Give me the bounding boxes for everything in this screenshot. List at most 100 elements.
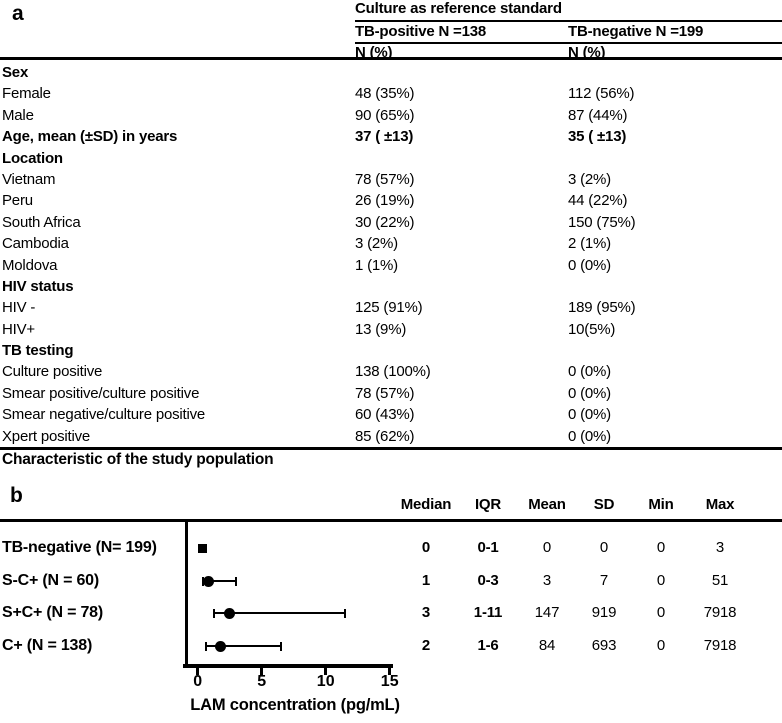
cell-tb-positive: 3 (2%) xyxy=(355,235,398,253)
cell-tb-negative: 189 (95%) xyxy=(568,299,636,317)
row-label: Female xyxy=(2,85,51,103)
stat-median: 3 xyxy=(421,604,431,621)
table-row: HIV+ 13 (9%) 10(5%) xyxy=(0,319,782,340)
column-header-tb-positive: TB-positive N =138 xyxy=(355,23,487,40)
stat-mean: 3 xyxy=(542,572,552,589)
header-rule-3 xyxy=(0,57,782,60)
median-marker-circle xyxy=(224,607,236,619)
row-label: HIV - xyxy=(2,299,36,317)
stats-header-sd: SD xyxy=(593,496,615,513)
stat-sd: 7 xyxy=(599,572,609,589)
stat-iqr: 1-6 xyxy=(477,637,499,654)
stat-max: 3 xyxy=(715,539,725,556)
whisker-line xyxy=(206,645,281,647)
y-axis-line xyxy=(185,521,188,667)
cell-tb-positive: 78 (57%) xyxy=(355,170,415,188)
x-axis-tick xyxy=(324,668,327,675)
panel-b-letter: b xyxy=(10,484,23,507)
row-label: Moldova xyxy=(2,256,58,274)
stats-header-min: Min xyxy=(648,496,674,513)
stats-header-mean: Mean xyxy=(528,496,566,513)
cell-tb-positive: 26 (19%) xyxy=(355,192,415,210)
stats-header-max: Max xyxy=(705,496,735,513)
stat-iqr: 0-3 xyxy=(477,572,499,589)
header-rule-1 xyxy=(355,20,782,22)
stat-min: 0 xyxy=(656,604,666,621)
x-tick-label: 15 xyxy=(380,673,399,690)
whisker-cap-right xyxy=(235,576,238,586)
stat-max: 7918 xyxy=(703,637,737,654)
cell-tb-positive: 85 (62%) xyxy=(355,427,415,445)
stat-sd: 0 xyxy=(599,539,609,556)
cell-tb-negative: 0 (0%) xyxy=(568,384,611,402)
cell-tb-negative: 112 (56%) xyxy=(568,85,635,103)
cell-tb-positive: 1 (1%) xyxy=(355,256,398,274)
median-marker-circle xyxy=(203,575,215,587)
table-row: Moldova 1 (1%) 0 (0%) xyxy=(0,255,782,276)
table-row: HIV - 125 (91%) 189 (95%) xyxy=(0,297,782,318)
group-label-s-plus-c-plus: S+C+ (N = 78) xyxy=(2,604,104,621)
cell-tb-negative: 2 (1%) xyxy=(568,235,611,253)
x-axis-line xyxy=(183,664,393,668)
row-label: Xpert positive xyxy=(2,427,91,445)
median-marker-square xyxy=(197,543,207,553)
x-axis-title: LAM concentration (pg/mL) xyxy=(190,696,400,714)
table-row: Location xyxy=(0,148,782,169)
whisker-line xyxy=(203,580,237,582)
row-label: Age, mean (±SD) in years xyxy=(2,128,178,146)
table-row: HIV status xyxy=(0,276,782,297)
stats-header-row: Median IQR Mean SD Min Max xyxy=(390,495,782,515)
table-row: Culture positive 138 (100%) 0 (0%) xyxy=(0,361,782,382)
table-row: Sex xyxy=(0,62,782,83)
cell-tb-positive: 37 ( ±13) xyxy=(355,128,414,146)
row-label: HIV+ xyxy=(2,320,35,338)
subheader-n-pct-1: N (%) xyxy=(355,44,393,61)
whisker-cap-left xyxy=(213,608,216,618)
row-label: Cambodia xyxy=(2,235,69,253)
cell-tb-negative: 0 (0%) xyxy=(568,256,611,274)
x-tick-label: 10 xyxy=(316,673,335,690)
stat-iqr: 1-11 xyxy=(473,604,503,621)
panel-a-letter: a xyxy=(12,2,24,25)
table-row: TB testing xyxy=(0,340,782,361)
stat-median: 2 xyxy=(421,637,431,654)
stats-row: 2 1-6 84 693 0 7918 xyxy=(390,636,782,656)
stat-max: 51 xyxy=(711,572,729,589)
stats-header-iqr: IQR xyxy=(474,496,502,513)
table-row: Female 48 (35%) 112 (56%) xyxy=(0,83,782,104)
cell-tb-negative: 150 (75%) xyxy=(568,213,636,231)
header-rule-2 xyxy=(355,42,782,44)
row-label: Peru xyxy=(2,192,33,210)
table-row: Xpert positive 85 (62%) 0 (0%) xyxy=(0,426,782,447)
table-row: Smear positive/culture positive 78 (57%) 0… xyxy=(0,383,782,404)
stats-header-median: Median xyxy=(400,496,452,513)
table-row: Vietnam 78 (57%) 3 (2%) xyxy=(0,169,782,190)
stat-mean: 84 xyxy=(538,637,556,654)
group-label-s-minus-c-plus: S-C+ (N = 60) xyxy=(2,572,99,589)
stat-mean: 0 xyxy=(542,539,552,556)
table-row: Age, mean (±SD) in years 37 ( ±13) 35 ( ±1… xyxy=(0,126,782,147)
row-label: Smear positive/culture positive xyxy=(2,384,200,402)
cell-tb-negative: 0 (0%) xyxy=(568,427,611,445)
row-label: Sex xyxy=(2,64,29,81)
stat-mean: 147 xyxy=(534,604,560,621)
cell-tb-positive: 90 (65%) xyxy=(355,106,415,124)
whisker-line xyxy=(214,612,345,614)
table-row: South Africa 30 (22%) 150 (75%) xyxy=(0,212,782,233)
cell-tb-positive: 138 (100%) xyxy=(355,363,431,381)
table-row: Smear negative/culture positive 60 (43%) 0… xyxy=(0,404,782,425)
cell-tb-positive: 48 (35%) xyxy=(355,85,415,103)
group-label-tb-negative: TB-negative (N= 199) xyxy=(2,539,157,556)
row-label: Location xyxy=(2,149,63,167)
median-marker-circle xyxy=(214,640,226,652)
x-tick-label: 0 xyxy=(193,673,203,690)
column-header-tb-negative: TB-negative N =199 xyxy=(568,23,704,40)
stats-row: 1 0-3 3 7 0 51 xyxy=(390,571,782,591)
row-label: TB testing xyxy=(2,342,74,360)
whisker-cap-left xyxy=(205,641,208,651)
cell-tb-negative: 35 ( ±13) xyxy=(568,128,627,146)
stat-sd: 693 xyxy=(591,637,617,654)
stat-median: 1 xyxy=(421,572,431,589)
group-label-c-plus: C+ (N = 138) xyxy=(2,637,93,654)
row-label: Smear negative/culture positive xyxy=(2,406,206,424)
